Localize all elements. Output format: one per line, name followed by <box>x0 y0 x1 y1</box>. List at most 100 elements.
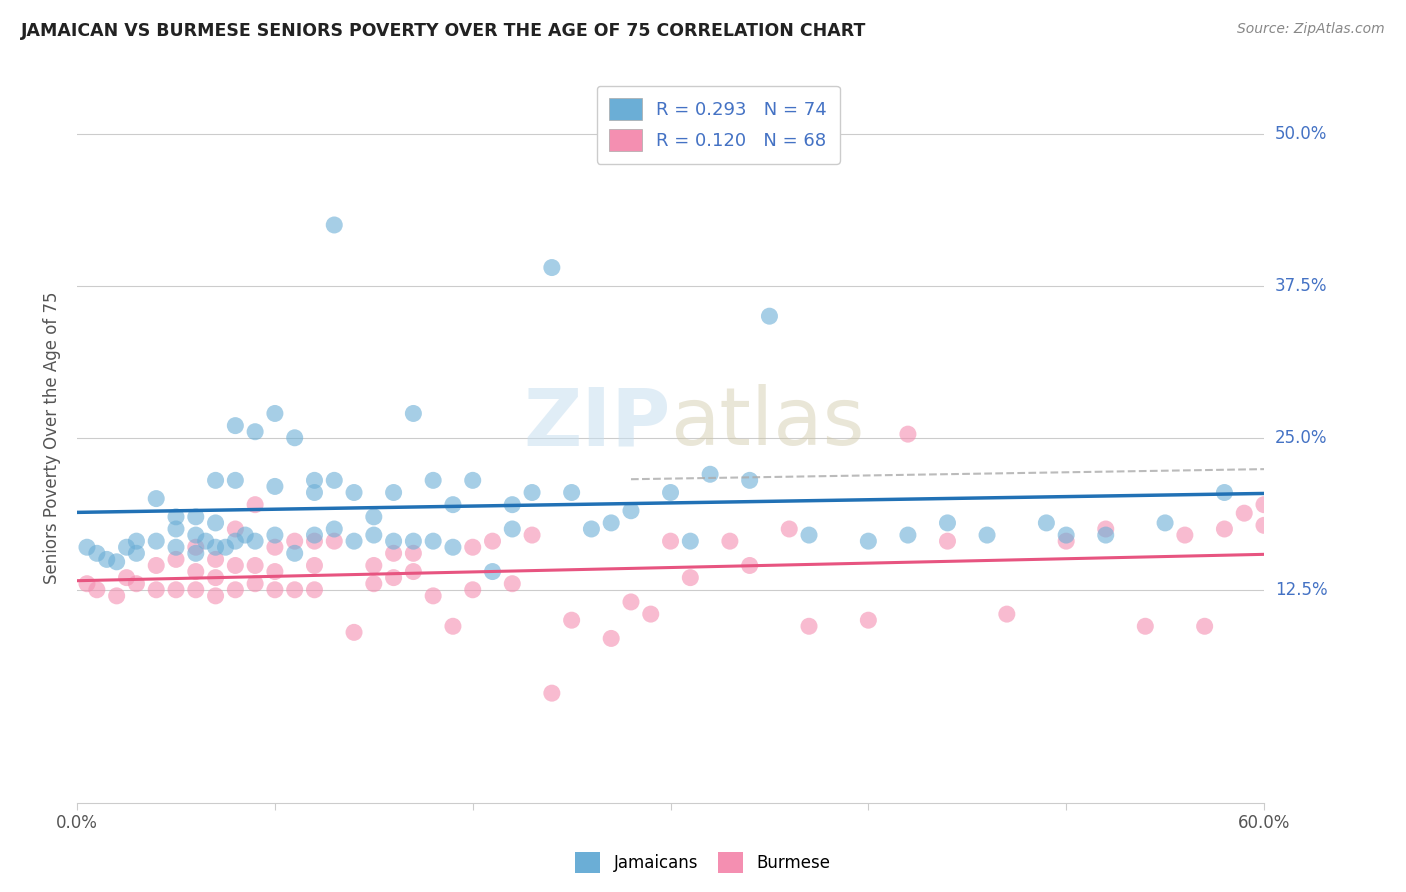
Point <box>304 558 326 573</box>
Legend: R = 0.293   N = 74, R = 0.120   N = 68: R = 0.293 N = 74, R = 0.120 N = 68 <box>596 86 839 164</box>
Point <box>858 613 880 627</box>
Point <box>76 540 98 554</box>
Point <box>204 589 226 603</box>
Point <box>402 534 425 549</box>
Point <box>214 540 236 554</box>
Point <box>659 534 682 549</box>
Point <box>165 552 187 566</box>
Point <box>105 589 128 603</box>
Point <box>115 540 138 554</box>
Point <box>1054 534 1077 549</box>
Text: 25.0%: 25.0% <box>1275 429 1327 447</box>
Point <box>233 528 256 542</box>
Point <box>1135 619 1157 633</box>
Point <box>481 565 503 579</box>
Point <box>145 534 167 549</box>
Point <box>323 218 346 232</box>
Point <box>264 565 287 579</box>
Point <box>343 534 366 549</box>
Point <box>461 582 484 597</box>
Point <box>540 686 562 700</box>
Point <box>976 528 998 542</box>
Point <box>422 474 444 488</box>
Point <box>224 522 246 536</box>
Point <box>738 474 761 488</box>
Point <box>284 534 307 549</box>
Point <box>363 509 385 524</box>
Text: 50.0%: 50.0% <box>1275 125 1327 143</box>
Point <box>145 491 167 506</box>
Point <box>441 540 464 554</box>
Point <box>441 619 464 633</box>
Point <box>184 509 207 524</box>
Point <box>540 260 562 275</box>
Point <box>561 613 583 627</box>
Point <box>936 516 959 530</box>
Point <box>858 534 880 549</box>
Point <box>382 485 405 500</box>
Point <box>243 498 266 512</box>
Point <box>897 528 920 542</box>
Point <box>422 589 444 603</box>
Point <box>165 540 187 554</box>
Point <box>125 546 148 560</box>
Point <box>224 418 246 433</box>
Point <box>1174 528 1197 542</box>
Point <box>501 576 523 591</box>
Point <box>343 485 366 500</box>
Point <box>165 582 187 597</box>
Point <box>778 522 800 536</box>
Point <box>1154 516 1177 530</box>
Point <box>284 582 307 597</box>
Point <box>699 467 721 482</box>
Point <box>363 528 385 542</box>
Legend: Jamaicans, Burmese: Jamaicans, Burmese <box>569 846 837 880</box>
Point <box>204 540 226 554</box>
Point <box>115 571 138 585</box>
Point <box>323 522 346 536</box>
Point <box>264 582 287 597</box>
Point <box>343 625 366 640</box>
Point <box>284 546 307 560</box>
Point <box>304 534 326 549</box>
Point <box>184 528 207 542</box>
Point <box>224 534 246 549</box>
Point <box>402 407 425 421</box>
Point <box>640 607 662 621</box>
Point <box>758 309 780 323</box>
Point <box>600 516 623 530</box>
Point <box>284 431 307 445</box>
Point <box>897 427 920 442</box>
Point <box>422 534 444 549</box>
Point <box>304 474 326 488</box>
Point <box>224 582 246 597</box>
Point <box>561 485 583 500</box>
Point <box>204 552 226 566</box>
Text: JAMAICAN VS BURMESE SENIORS POVERTY OVER THE AGE OF 75 CORRELATION CHART: JAMAICAN VS BURMESE SENIORS POVERTY OVER… <box>21 22 866 40</box>
Point <box>600 632 623 646</box>
Text: ZIP: ZIP <box>523 384 671 462</box>
Point <box>520 485 543 500</box>
Point <box>204 516 226 530</box>
Point <box>581 522 603 536</box>
Point <box>382 571 405 585</box>
Point <box>184 546 207 560</box>
Point <box>304 528 326 542</box>
Point <box>1094 528 1116 542</box>
Point <box>718 534 741 549</box>
Point <box>264 528 287 542</box>
Point <box>481 534 503 549</box>
Point <box>797 528 820 542</box>
Point <box>501 522 523 536</box>
Point <box>679 534 702 549</box>
Point <box>936 534 959 549</box>
Point <box>441 498 464 512</box>
Point <box>86 546 108 560</box>
Point <box>145 582 167 597</box>
Y-axis label: Seniors Poverty Over the Age of 75: Seniors Poverty Over the Age of 75 <box>44 292 60 584</box>
Point <box>620 504 643 518</box>
Point <box>1035 516 1057 530</box>
Point <box>402 565 425 579</box>
Point <box>520 528 543 542</box>
Point <box>1213 485 1236 500</box>
